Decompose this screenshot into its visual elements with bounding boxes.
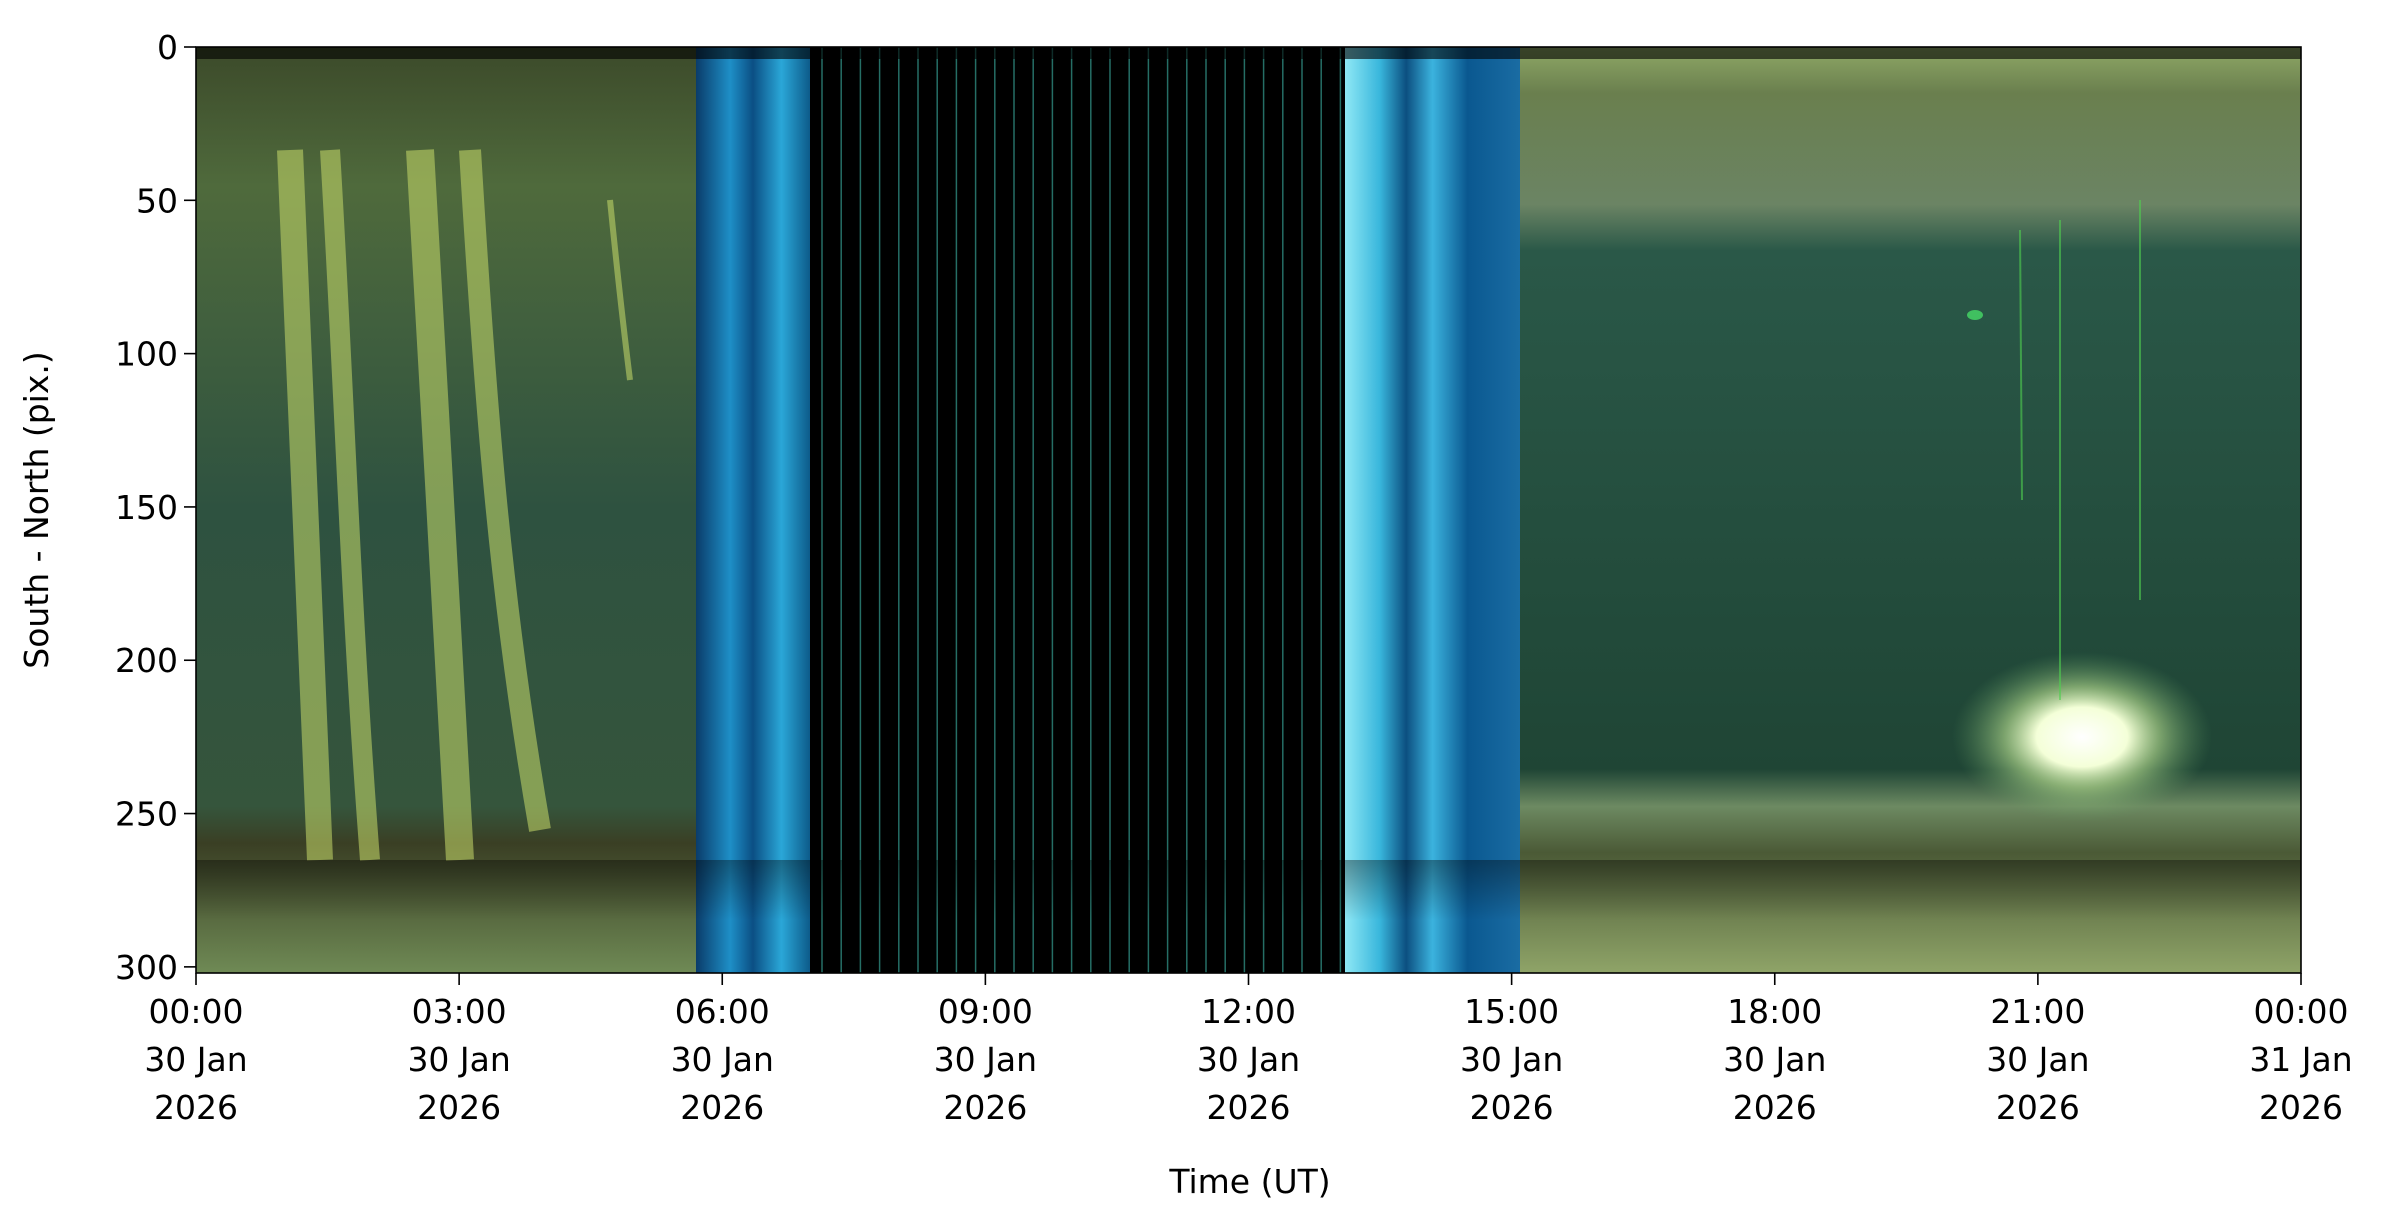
x-tick-label: 15:00 30 Jan 2026 — [1460, 992, 1563, 1127]
streaks — [2019, 200, 2141, 700]
x-tick-label: 03:00 30 Jan 2026 — [407, 992, 510, 1127]
keogram-image — [195, 46, 2302, 974]
y-tick-label: 100 — [115, 335, 178, 374]
y-tick-label: 300 — [115, 948, 178, 987]
y-tick-label: 250 — [115, 795, 178, 834]
y-tick-label: 200 — [115, 641, 178, 680]
shade-band — [196, 860, 2301, 920]
y-tick-label: 50 — [136, 181, 178, 220]
image-segment — [1520, 47, 2301, 973]
image-segment — [810, 47, 1345, 973]
y-tick-label: 0 — [157, 28, 178, 67]
x-tick-label: 06:00 30 Jan 2026 — [671, 992, 774, 1127]
x-tick-label: 09:00 30 Jan 2026 — [934, 992, 1037, 1127]
bright-spot — [1967, 310, 1983, 320]
y-tick-label: 150 — [115, 488, 178, 527]
x-axis-label: Time (UT) — [1168, 1162, 1330, 1201]
y-axis-label: South - North (pix.) — [17, 351, 56, 668]
shade-band — [196, 47, 2301, 59]
aurora-streaks — [277, 149, 633, 861]
x-tick-label: 00:00 31 Jan 2026 — [2249, 992, 2352, 1127]
cyan-lines — [821, 47, 1342, 973]
x-tick-label: 12:00 30 Jan 2026 — [1197, 992, 1300, 1127]
image-segment — [696, 47, 810, 973]
moon-glow — [1952, 652, 2212, 822]
image-segment — [1345, 47, 1520, 973]
x-tick-label: 18:00 30 Jan 2026 — [1723, 992, 1826, 1127]
x-tick-label: 21:00 30 Jan 2026 — [1986, 992, 2089, 1127]
x-tick-label: 00:00 30 Jan 2026 — [144, 992, 247, 1127]
